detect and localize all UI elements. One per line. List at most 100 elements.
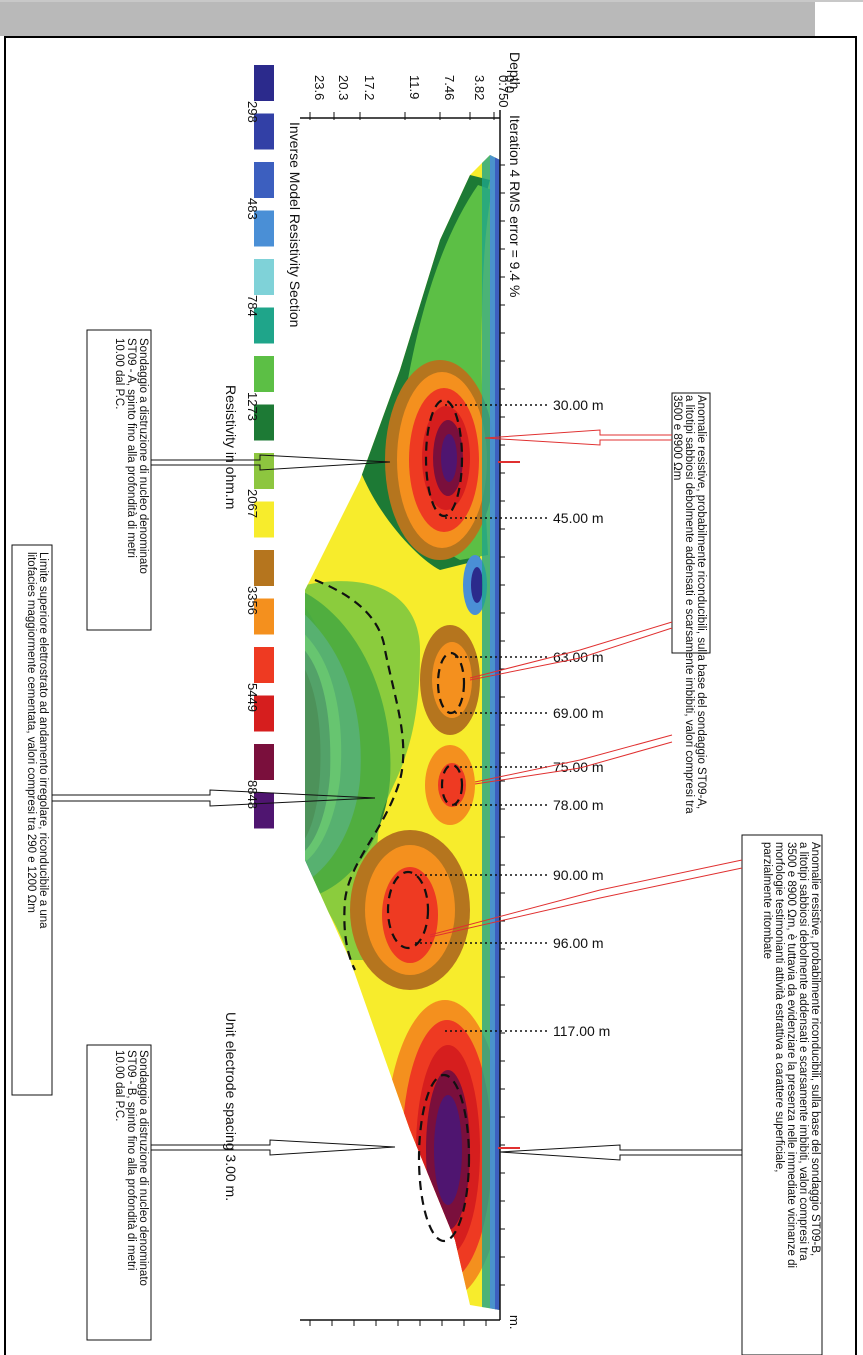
a2-line-5: parzialmente ritombate <box>761 842 773 959</box>
depth-tick-label: 7.46 <box>442 75 457 100</box>
s2-line-2: ST09 - B, spinto fino alla profondità di… <box>125 1050 137 1271</box>
marker-label: 75.00 m <box>553 759 604 775</box>
anomaly-outlines <box>314 398 471 1243</box>
top-banner-line <box>0 0 863 2</box>
legend-swatch <box>254 259 274 295</box>
depth-tick-labels: 0.00.750 3.82 7.46 11.9 17.2 20.3 23.6 <box>312 75 517 108</box>
a2-line-1: Anomalie resistive, probabilmente ricond… <box>809 842 821 1256</box>
svg-text:Sondaggio a distruzione di nuc: Sondaggio a distruzione di nucleo denomi… <box>137 1050 149 1286</box>
svg-text:a litotipi sabbiosi debolmente: a litotipi sabbiosi debolmente addensati… <box>683 395 695 814</box>
annotation-box-a1: Anomalie resistive, probabilmente ricond… <box>671 392 711 814</box>
legend-swatch <box>254 65 274 101</box>
legend-swatch <box>254 113 274 150</box>
legend-label: 298 <box>245 101 260 123</box>
a1-line-1: Anomalie resistive, probabilmente ricond… <box>695 395 707 809</box>
svg-text:litofacies maggiormente cement: litofacies maggiormente cementata, valor… <box>25 552 37 913</box>
legend-label: 784 <box>245 295 260 317</box>
legend-swatch <box>254 695 274 732</box>
legend-swatch <box>254 210 274 247</box>
x-unit-label: m. <box>507 1315 522 1329</box>
depth-ticks <box>309 112 501 120</box>
svg-text:morfologie testimonianti attiv: morfologie testimonianti attività estrat… <box>773 842 785 1172</box>
depth-tick-label: 17.2 <box>362 75 377 100</box>
depth-tick-label: 11.9 <box>407 75 422 99</box>
a2-line-2: a litotipi sabbiosi debolmente addensati… <box>797 842 809 1261</box>
legend-swatch <box>254 792 274 829</box>
svg-text:Anomalie resistive, probabilme: Anomalie resistive, probabilmente ricond… <box>809 842 821 1256</box>
depth-tick-label: 23.6 <box>312 75 327 100</box>
marker-label: 90.00 m <box>553 867 604 883</box>
legend-swatch <box>254 453 274 489</box>
lim-line-1: Limite superiore elettrostrato ad andame… <box>37 552 49 929</box>
legend-swatch <box>254 356 274 392</box>
x-axis-label: Unit electrode spacing 3.00 m. <box>223 1012 239 1201</box>
section-plot <box>300 110 505 1326</box>
marker-label: 30.00 m <box>553 397 604 413</box>
svg-text:ST09 - A, spinto fino alla pro: ST09 - A, spinto fino alla profondità di… <box>125 338 137 558</box>
leader-arrows <box>52 429 743 1161</box>
svg-text:10.00 dal P.C.: 10.00 dal P.C. <box>113 1050 125 1121</box>
annotation-box-s2: Sondaggio a distruzione di nucleo denomi… <box>86 1044 152 1341</box>
marker-label: 69.00 m <box>553 705 604 721</box>
annotation-box-a2: Anomalie resistive, probabilmente ricond… <box>741 834 823 1355</box>
svg-text:3500 e 8900 Ωm: 3500 e 8900 Ωm <box>671 395 683 480</box>
marker-label: 63.00 m <box>553 649 604 665</box>
marker-label: 78.00 m <box>553 797 604 813</box>
s2-line-3: 10.00 dal P.C. <box>113 1050 125 1121</box>
legend-labels: 298 483 784 1273 2067 3356 5449 8848 <box>245 101 260 809</box>
svg-text:Sondaggio a distruzione di nuc: Sondaggio a distruzione di nucleo denomi… <box>137 338 149 574</box>
depth-label: Depth <box>507 52 523 89</box>
distance-markers: 30.00 m 45.00 m 63.00 m 69.00 m 75.00 m 78.00… <box>415 397 610 1039</box>
s1-line-3: 10.00 dal P.C. <box>113 338 125 409</box>
depth-tick-label: 20.3 <box>336 75 351 100</box>
legend-swatch <box>254 501 274 538</box>
legend-swatch <box>254 744 274 780</box>
s2-line-1: Sondaggio a distruzione di nucleo denomi… <box>137 1050 149 1286</box>
legend-swatch <box>254 550 274 586</box>
legend-label: 2067 <box>245 489 260 518</box>
svg-text:3500 e 8900 Ωm, è tuttavia da: 3500 e 8900 Ωm, è tuttavia da evidenziar… <box>785 842 797 1268</box>
svg-text:Anomalie resistive, probabilme: Anomalie resistive, probabilmente ricond… <box>695 395 707 809</box>
legend-label: 8848 <box>245 780 260 809</box>
legend-label: 1273 <box>245 392 260 421</box>
lim-line-2: litofacies maggiormente cementata, valor… <box>25 552 37 913</box>
legend-label: 3356 <box>245 586 260 615</box>
svg-text:parzialmente ritombate: parzialmente ritombate <box>761 842 773 959</box>
annotation-box-s1: Sondaggio a distruzione di nucleo denomi… <box>86 329 152 631</box>
marker-label: 45.00 m <box>553 510 604 526</box>
legend-label: 5449 <box>245 683 260 712</box>
svg-text:ST09 - B, spinto fino alla pro: ST09 - B, spinto fino alla profondità di… <box>125 1050 137 1271</box>
marker-label: 96.00 m <box>553 935 604 951</box>
axis-texts: Depth Iteration 4 RMS error = 9.4 % m. I… <box>223 52 523 1329</box>
legend-swatch <box>254 162 274 198</box>
s1-line-2: ST09 - A, spinto fino alla profondità di… <box>125 338 137 558</box>
top-banner <box>0 0 815 36</box>
legend-swatch <box>254 598 274 635</box>
legend-swatch <box>254 404 274 441</box>
svg-text:a litotipi sabbiosi debolmente: a litotipi sabbiosi debolmente addensati… <box>797 842 809 1261</box>
a2-line-3: 3500 e 8900 Ωm, è tuttavia da evidenziar… <box>785 842 797 1268</box>
depth-tick-label: 3.82 <box>472 75 487 100</box>
color-legend <box>254 65 274 829</box>
svg-text:Limite superiore elettrostrato: Limite superiore elettrostrato ad andame… <box>37 552 49 929</box>
svg-text:10.00 dal P.C.: 10.00 dal P.C. <box>113 338 125 409</box>
surface-ticks <box>500 164 505 1286</box>
a1-line-3: 3500 e 8900 Ωm <box>671 395 683 480</box>
annotation-box-lim: Limite superiore elettrostrato ad andame… <box>11 544 53 1096</box>
legend-swatch <box>254 307 274 344</box>
chart-title: Iteration 4 RMS error = 9.4 % <box>507 115 523 297</box>
depth-tick-label: 0.750 <box>496 75 511 108</box>
marker-label: 117.00 m <box>553 1023 610 1039</box>
legend-title: Resistivity in ohm.m <box>223 385 239 509</box>
a2-line-4: morfologie testimonianti attività estrat… <box>773 842 785 1172</box>
depth-tick-label: 0.0 <box>502 75 517 93</box>
a1-line-2: a litotipi sabbiosi debolmente addensati… <box>683 395 695 814</box>
legend-label: 483 <box>245 198 260 220</box>
resistivity-section <box>305 155 500 1310</box>
bottom-ticks <box>309 1320 487 1326</box>
s1-line-1: Sondaggio a distruzione di nucleo denomi… <box>137 338 149 574</box>
section-subtitle: Inverse Model Resistivity Section <box>287 122 303 327</box>
figure-frame <box>4 36 857 1355</box>
legend-swatch <box>254 647 274 683</box>
